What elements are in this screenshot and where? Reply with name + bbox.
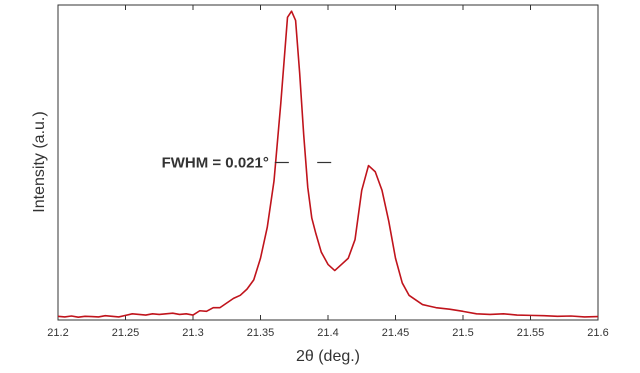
x-tick-label: 21.2: [47, 327, 68, 339]
x-tick-label: 21.6: [587, 327, 608, 339]
annotations: FWHM = 0.021°: [162, 155, 332, 172]
x-tick-label: 21.55: [517, 327, 545, 339]
x-tick-label: 21.3: [182, 327, 203, 339]
fwhm-annotation: FWHM = 0.021°: [162, 155, 269, 172]
x-tick-label: 21.5: [452, 327, 473, 339]
x-tick-label: 21.35: [247, 327, 275, 339]
x-tick-label: 21.25: [112, 327, 140, 339]
series-line: [57, 10, 599, 319]
x-axis-label: 2θ (deg.): [296, 348, 360, 365]
x-tick-label: 21.4: [317, 327, 338, 339]
x-ticks: [57, 5, 599, 320]
x-tick-labels: 21.2 21.25 21.3 21.35 21.4 21.45 21.5 21.55 21.6: [47, 327, 608, 339]
y-axis-label: Intensity (a.u.): [31, 111, 48, 212]
x-tick-label: 21.45: [382, 327, 410, 339]
